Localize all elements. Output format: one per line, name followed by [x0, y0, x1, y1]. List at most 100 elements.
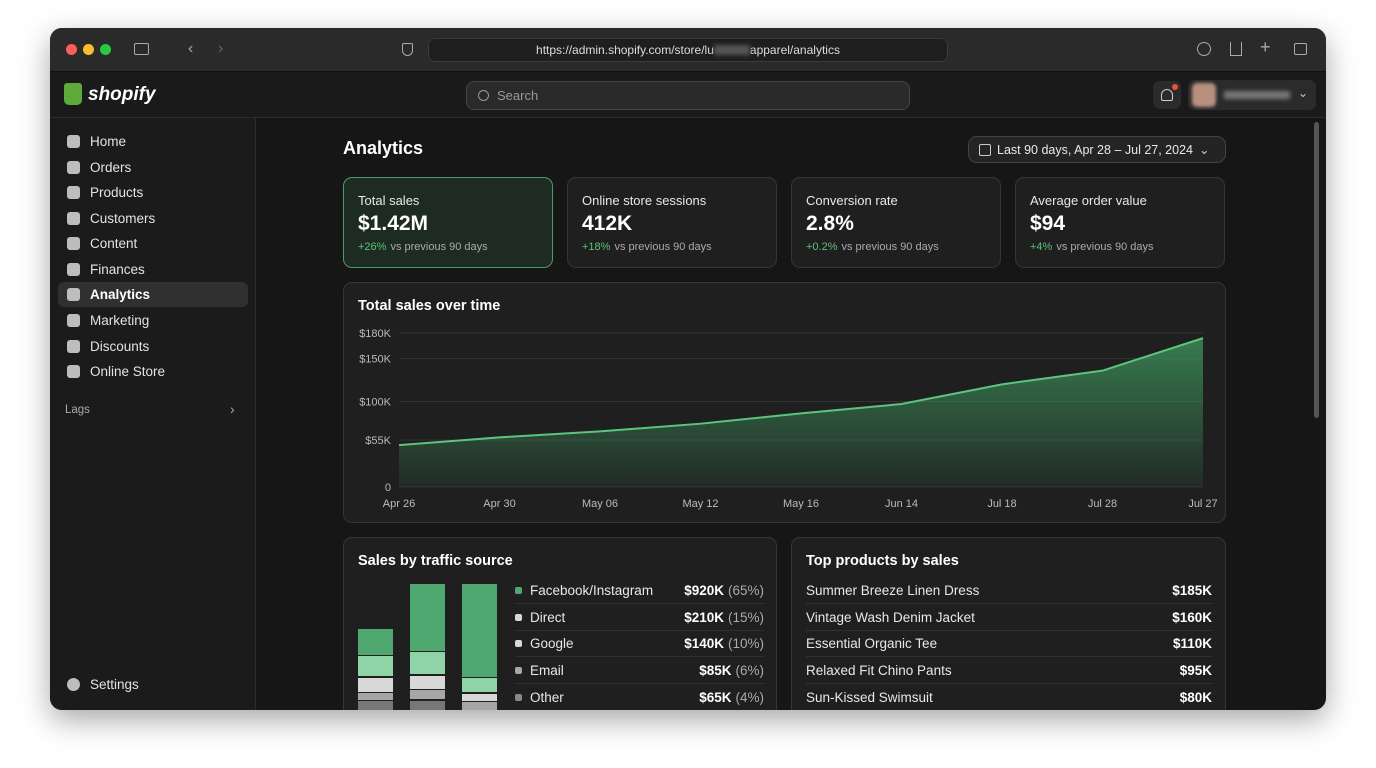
traffic-bar-segment	[462, 702, 497, 710]
source-share: (4%)	[735, 690, 764, 705]
kpi-card[interactable]: Total sales $1.42M +26% vs previous 90 days	[343, 177, 553, 268]
forward-button[interactable]: ›	[218, 40, 224, 57]
kpi-change-row: +26% vs previous 90 days	[358, 241, 488, 253]
tabs-overview[interactable]	[1294, 43, 1307, 55]
source-value: $210K	[684, 610, 724, 625]
x-tick-label: Jun 14	[885, 498, 918, 510]
scrollbar[interactable]	[1314, 122, 1319, 418]
new-tab-button[interactable]: +	[1260, 37, 1271, 57]
y-tick-label: $180K	[359, 328, 391, 340]
x-tick-label: May 12	[682, 498, 718, 510]
kpi-label: Online store sessions	[582, 193, 707, 208]
sales-area	[399, 338, 1203, 487]
traffic-bar-segment	[462, 694, 497, 701]
traffic-bar-segment	[410, 690, 445, 699]
nav-icon	[67, 237, 80, 250]
kpi-value: 412K	[582, 212, 633, 235]
traffic-bar-segment	[410, 584, 445, 651]
back-button[interactable]: ‹	[188, 40, 194, 57]
traffic-bar-segment	[462, 678, 497, 692]
product-row[interactable]: Sun-Kissed Swimsuit $80K	[806, 685, 1212, 710]
date-range-picker[interactable]: Last 90 days, Apr 28 – Jul 27, 2024 ⌄	[968, 136, 1226, 163]
nav-item[interactable]: Customers	[58, 206, 248, 231]
nav-label: Orders	[90, 160, 132, 175]
kpi-card[interactable]: Conversion rate 2.8% +0.2% vs previous 90 d…	[791, 177, 1001, 268]
download-icon[interactable]	[1197, 42, 1211, 56]
traffic-bar-segment	[410, 676, 445, 689]
traffic-bar-segment	[410, 652, 445, 674]
kpi-value: $94	[1030, 212, 1066, 235]
kpi-change: +18%	[582, 241, 611, 253]
logo-icon	[64, 83, 82, 105]
title-bar: ‹ › https://admin.shopify.com/store/lu a…	[50, 28, 1326, 72]
nav-item[interactable]: Products	[58, 180, 248, 205]
section-chevron[interactable]: ›	[230, 401, 235, 417]
y-tick-label: $55K	[365, 435, 391, 447]
x-tick-label: Jul 27	[1188, 498, 1217, 510]
nav-item[interactable]: Orders	[58, 155, 248, 180]
source-share: (10%)	[727, 636, 764, 651]
share-icon[interactable]	[1230, 42, 1242, 56]
logo-text: shopify	[88, 84, 156, 105]
traffic-bar-segment	[410, 701, 445, 710]
x-tick-label: Apr 30	[483, 498, 515, 510]
zoom-button[interactable]	[100, 44, 111, 55]
product-row[interactable]: Relaxed Fit Chino Pants $95K	[806, 658, 1212, 684]
traffic-bar-segment	[358, 678, 393, 692]
kpi-change-row: +18% vs previous 90 days	[582, 241, 712, 253]
source-name: Facebook/Instagram	[530, 583, 654, 598]
nav-icon	[67, 288, 80, 301]
nav-label: Online Store	[90, 364, 166, 379]
product-row[interactable]: Vintage Wash Denim Jacket $160K	[806, 605, 1212, 631]
product-row[interactable]: Summer Breeze Linen Dress $185K	[806, 578, 1212, 604]
search-box[interactable]: Search	[466, 81, 910, 110]
source-name: Direct	[530, 610, 566, 625]
source-value: $920K	[684, 583, 724, 598]
browser-window: ‹ › https://admin.shopify.com/store/lu a…	[50, 28, 1326, 710]
sales-chart: $180K $150K $100K $55K 0 Apr 26 Apr 30 May 06 Ma…	[359, 328, 1217, 510]
sidebar-toggle[interactable]	[134, 43, 149, 55]
nav-icon	[67, 365, 80, 378]
notifications-button[interactable]	[1153, 81, 1181, 109]
kpi-change: +26%	[358, 241, 387, 253]
url-redacted	[713, 45, 750, 55]
product-row[interactable]: Essential Organic Tee $110K	[806, 631, 1212, 657]
kpi-card[interactable]: Online store sessions 412K +18% vs previous…	[567, 177, 777, 268]
kpi-change: +0.2%	[806, 241, 838, 253]
nav-label: Content	[90, 236, 138, 251]
legend-dot	[515, 614, 522, 621]
nav-item[interactable]: Discounts	[58, 334, 248, 359]
nav-item[interactable]: Online Store	[58, 359, 248, 384]
address-bar[interactable]: https://admin.shopify.com/store/lu appar…	[428, 38, 948, 62]
x-tick-label: May 16	[783, 498, 819, 510]
kpi-card[interactable]: Average order value $94 +4% vs previous 90 …	[1015, 177, 1225, 268]
source-value: $65K	[699, 690, 732, 705]
nav-item[interactable]: Marketing	[58, 308, 248, 333]
product-name: Relaxed Fit Chino Pants	[806, 663, 952, 678]
x-tick-label: Jul 18	[987, 498, 1016, 510]
y-tick-label: $150K	[359, 354, 391, 366]
traffic-row: Email $85K (6%)	[515, 658, 764, 684]
nav-item[interactable]: Finances	[58, 257, 248, 282]
nav-item[interactable]: Content	[58, 231, 248, 256]
kpi-comparison: vs previous 90 days	[614, 241, 712, 253]
chart-card: Total sales over time $180K $150K $100K $55K…	[343, 282, 1226, 523]
kpi-label: Conversion rate	[806, 193, 898, 208]
minimize-button[interactable]	[83, 44, 94, 55]
close-button[interactable]	[66, 44, 77, 55]
traffic-bar-segment	[358, 693, 393, 700]
product-name: Vintage Wash Denim Jacket	[806, 610, 975, 625]
section-label[interactable]: Lags	[65, 404, 90, 416]
app-header: shopify Search ⌄	[50, 72, 1326, 118]
kpi-change-row: +4% vs previous 90 days	[1030, 241, 1154, 253]
kpi-comparison: vs previous 90 days	[1056, 241, 1154, 253]
product-name: Essential Organic Tee	[806, 636, 938, 651]
nav-item[interactable]: Home	[58, 129, 248, 154]
nav-item[interactable]: Analytics	[58, 282, 248, 307]
traffic-row: Google $140K (10%)	[515, 631, 764, 657]
kpi-comparison: vs previous 90 days	[390, 241, 488, 253]
settings-link[interactable]: Settings	[58, 672, 248, 697]
legend-dot	[515, 587, 522, 594]
account-menu[interactable]: ⌄	[1188, 80, 1316, 110]
source-name: Google	[530, 636, 574, 651]
